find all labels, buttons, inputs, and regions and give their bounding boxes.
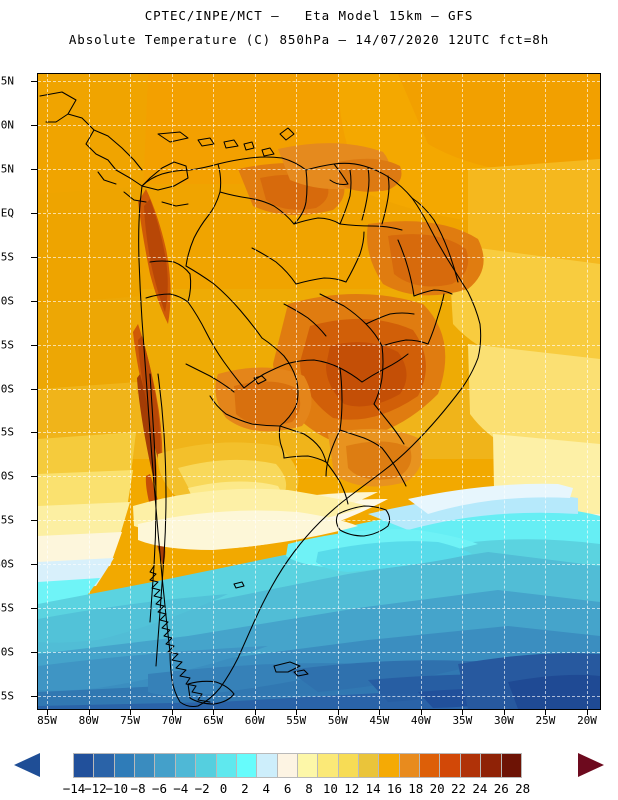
temperature-field [38,74,600,709]
colorbar-tick-label: 22 [451,781,467,796]
title-block: CPTEC/INPE/MCT — Eta Model 15km — GFS Ab… [0,0,618,47]
y-axis-label: 15S [0,338,14,352]
y-axis-label: 50S [0,645,14,659]
colorbar-cell [459,753,482,778]
colorbar-cell [337,753,360,778]
x-axis-tick [587,710,588,715]
x-axis-label: 85W [37,714,57,727]
y-axis-label: 10S [0,294,14,308]
x-axis-tick [462,710,464,715]
x-axis-tick [171,710,173,715]
colorbar-tick-labels: −14 −12 −10 −8 −6 −4 −2 0 2 4 6 8 10 12 14 16 18 20 22 24 26… [0,781,618,799]
y-axis-label: 30S [0,469,14,483]
colorbar-tick-label: 6 [283,781,292,796]
x-axis-tick [213,710,215,715]
colorbar-tick-label: −4 [173,781,189,796]
x-axis-tick [545,710,547,715]
colorbar-under-arrow [14,753,40,777]
colorbar-cell [195,753,217,778]
colorbar-cell [358,753,380,778]
y-axis-label: 25S [0,425,14,439]
colorbar-cell [500,753,522,778]
y-axis-label: 5N [0,162,14,176]
y-axis-label: 15N [0,74,14,88]
colorbar-cell [480,753,502,778]
x-axis-label: 55W [286,714,307,727]
x-axis-label: 50W [327,714,348,727]
y-axis-label: 10N [0,118,14,132]
colorbar-cell [93,753,115,778]
colorbar-tick-label: −12 [84,781,107,796]
x-axis-tick [47,710,48,715]
y-axis-label: 35S [0,513,14,527]
colorbar-cell [174,753,197,778]
colorbar-tick-label: 2 [241,781,249,796]
x-axis-tick [130,710,132,715]
colorbar-cell [378,753,400,778]
model-title: CPTEC/INPE/MCT — Eta Model 15km — GFS [144,8,474,23]
x-axis-tick [88,710,90,715]
colorbar-cell [113,753,136,778]
colorbar-cell [296,753,319,778]
x-axis-label: 20W [577,714,597,727]
y-axis-label: EQ [0,206,14,220]
x-axis-label: 30W [493,714,514,727]
colorbar-tick-label: 12 [344,781,360,796]
x-axis-label: 40W [410,714,431,727]
colorbar-tick-label: 28 [515,781,531,796]
colorbar-tick-label: 8 [305,781,313,796]
y-axis-label: 20S [0,382,14,395]
colorbar-cell [317,753,339,778]
colorbar-cell [235,753,258,778]
y-axis-label: 55S [0,689,14,703]
x-axis-tick [337,710,339,715]
temperature-map[interactable] [37,73,601,710]
colorbar-tick-label: −6 [151,781,167,796]
x-axis-label: 25W [535,714,556,727]
x-axis-tick [420,710,422,715]
colorbar-cell [398,753,421,778]
colorbar-tick-label: 4 [262,781,271,796]
colorbar-tick-label: −8 [130,781,146,796]
colorbar-tick-label: 14 [365,781,381,796]
x-axis-label: 35W [452,714,473,727]
y-axis-label: 40S [0,557,14,571]
colorbar-tick-label: 18 [408,781,424,796]
colorbar-cell [215,753,237,778]
x-axis-tick [379,710,381,715]
colorbar-tick-label: 16 [386,781,402,796]
colorbar-cell [154,753,176,778]
colorbar-cell [439,753,461,778]
colorbar-tick-label: 10 [322,781,338,796]
colorbar-cell [134,753,156,778]
colorbar-swatches [73,753,522,778]
colorbar-cell [276,753,298,778]
x-axis-tick [503,710,505,715]
colorbar-tick-label: −14 [62,781,86,796]
x-axis-label: 45W [369,714,390,727]
colorbar-tick-label: 20 [429,781,445,796]
colorbar-cell [419,753,441,778]
colorbar-tick-label: 24 [472,781,488,796]
x-axis-label: 60W [244,714,265,727]
field-title: Absolute Temperature (C) 850hPa — 14/07/… [68,32,550,47]
x-axis-label: 75W [120,714,140,727]
colorbar[interactable]: −14 −12 −10 −8 −6 −4 −2 0 2 4 6 8 10 12 14 16 18 20 22 24 26… [0,745,618,800]
colorbar-tick-label: −10 [105,781,129,796]
x-axis-label: 70W [161,714,182,727]
colorbar-cell [256,753,278,778]
colorbar-tick-label: 26 [493,781,509,796]
x-axis-label: 65W [203,714,224,727]
x-axis-tick [254,710,256,715]
x-axis-tick [296,710,298,715]
y-axis-label: 5S [0,250,14,264]
colorbar-cell [73,753,95,778]
colorbar-tick-label: 0 [219,781,228,796]
colorbar-over-arrow [578,753,604,777]
x-axis-label: 80W [78,714,99,727]
colorbar-tick-label: −2 [194,781,210,796]
y-axis-label: 45S [0,601,14,615]
